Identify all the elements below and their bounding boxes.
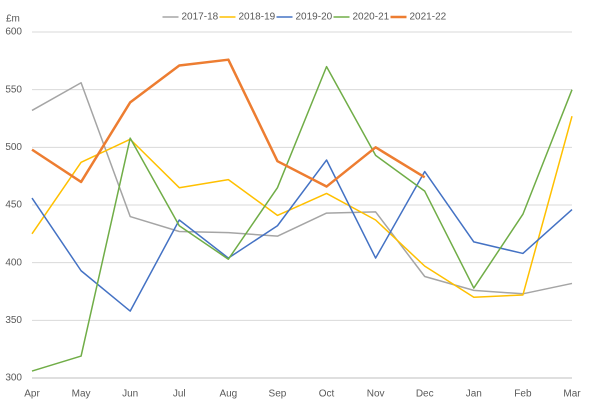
series-line bbox=[31, 81, 573, 295]
x-tick-label: Feb bbox=[514, 389, 532, 400]
x-tick-label: Mar bbox=[563, 389, 581, 400]
y-tick-label: 600 bbox=[5, 27, 22, 38]
series-line bbox=[31, 65, 573, 372]
y-tick-label: 500 bbox=[5, 142, 22, 153]
series-line bbox=[31, 159, 573, 312]
legend-label: 2018-19 bbox=[239, 12, 276, 23]
x-tick-label: May bbox=[72, 389, 91, 400]
legend-label: 2021-22 bbox=[410, 12, 447, 23]
x-tick-label: Nov bbox=[367, 389, 385, 400]
y-unit-label: £m bbox=[6, 14, 20, 25]
x-tick-label: Dec bbox=[416, 389, 434, 400]
x-tick-label: Oct bbox=[319, 389, 335, 400]
x-tick-label: Jun bbox=[122, 389, 138, 400]
legend-label: 2019-20 bbox=[296, 12, 333, 23]
y-tick-label: 450 bbox=[5, 200, 22, 211]
y-tick-label: 350 bbox=[5, 315, 22, 326]
legend-label: 2017-18 bbox=[182, 12, 219, 23]
x-tick-label: Sep bbox=[269, 389, 287, 400]
x-tick-label: Jul bbox=[173, 389, 186, 400]
series-line bbox=[31, 58, 426, 188]
legend-label: 2020-21 bbox=[353, 12, 390, 23]
y-tick-label: 550 bbox=[5, 84, 22, 95]
y-tick-label: 400 bbox=[5, 257, 22, 268]
x-tick-label: Aug bbox=[219, 389, 237, 400]
y-tick-label: 300 bbox=[5, 373, 22, 384]
x-tick-label: Jan bbox=[466, 389, 482, 400]
x-tick-label: Apr bbox=[24, 389, 40, 400]
series-line bbox=[31, 115, 573, 299]
